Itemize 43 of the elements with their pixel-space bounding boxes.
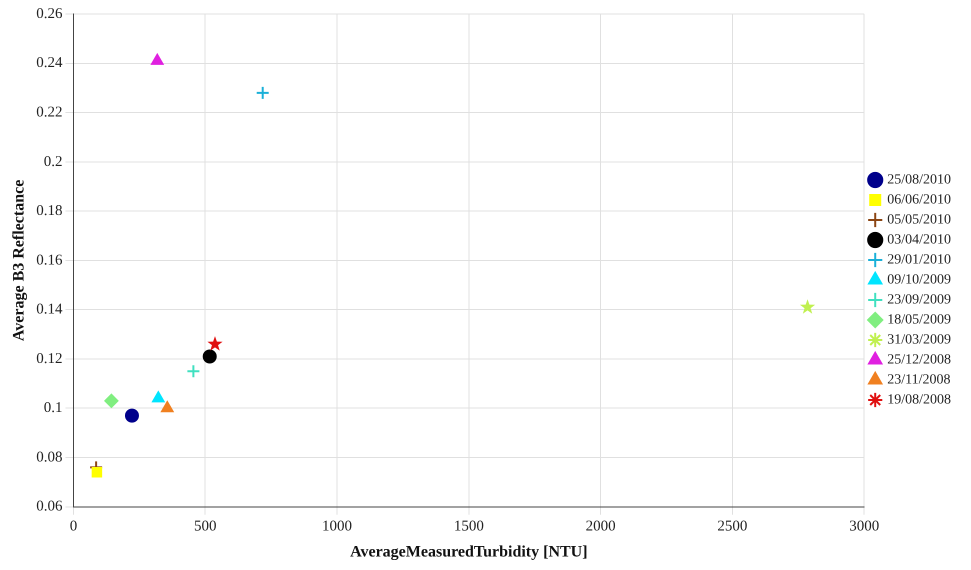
- legend-label: 23/11/2008: [887, 372, 950, 388]
- x-tick-label: 1500: [454, 518, 484, 535]
- point: [92, 467, 102, 478]
- y-tick-label: 0.2: [44, 154, 62, 170]
- legend-label: 03/04/2010: [887, 232, 951, 248]
- point: [104, 394, 118, 408]
- x-tick-label: 2000: [586, 518, 616, 535]
- y-tick-label: 0.12: [36, 350, 62, 367]
- x-tick-label: 3000: [849, 518, 880, 535]
- point: [124, 408, 139, 423]
- x-tick-label: 1000: [322, 518, 352, 535]
- y-tick-label: 0.24: [36, 55, 63, 72]
- point: [161, 401, 174, 412]
- point: [256, 86, 270, 100]
- y-tick-label: 0.14: [36, 302, 63, 318]
- point: [186, 364, 200, 378]
- legend-label: 29/01/2010: [887, 252, 951, 268]
- y-tick-label: 0.16: [36, 252, 63, 268]
- point: [152, 391, 165, 402]
- legend-label: 09/10/2009: [887, 272, 951, 288]
- y-tick-label: 0.26: [36, 6, 63, 22]
- legend-label: 25/08/2010: [887, 172, 951, 188]
- y-tick-label: 0.18: [36, 203, 62, 220]
- x-tick-label: 2500: [717, 518, 748, 535]
- legend-label: 23/09/2009: [887, 292, 951, 308]
- y-axis-title: Average B3 Reflectance: [10, 180, 28, 342]
- legend-label: 18/05/2009: [887, 312, 951, 328]
- y-tick-label: 0.08: [36, 449, 62, 466]
- point: [202, 349, 217, 364]
- y-tick-label: 0.06: [36, 498, 63, 515]
- legend-label: 19/08/2008: [887, 392, 951, 408]
- y-tick-label: 0.1: [44, 400, 62, 416]
- x-tick-label: 0: [70, 518, 78, 535]
- legend-label: 05/05/2010: [887, 212, 951, 228]
- legend-label: 06/06/2010: [887, 192, 951, 208]
- x-tick-label: 500: [194, 518, 216, 535]
- x-axis-title: AverageMeasuredTurbidity [NTU]: [350, 544, 588, 561]
- legend-label: 31/03/2009: [887, 332, 951, 348]
- point: [207, 336, 223, 351]
- legend-label: 25/12/2008: [887, 352, 951, 368]
- point: [151, 54, 164, 65]
- point: [800, 299, 816, 314]
- y-tick-label: 0.22: [36, 104, 62, 120]
